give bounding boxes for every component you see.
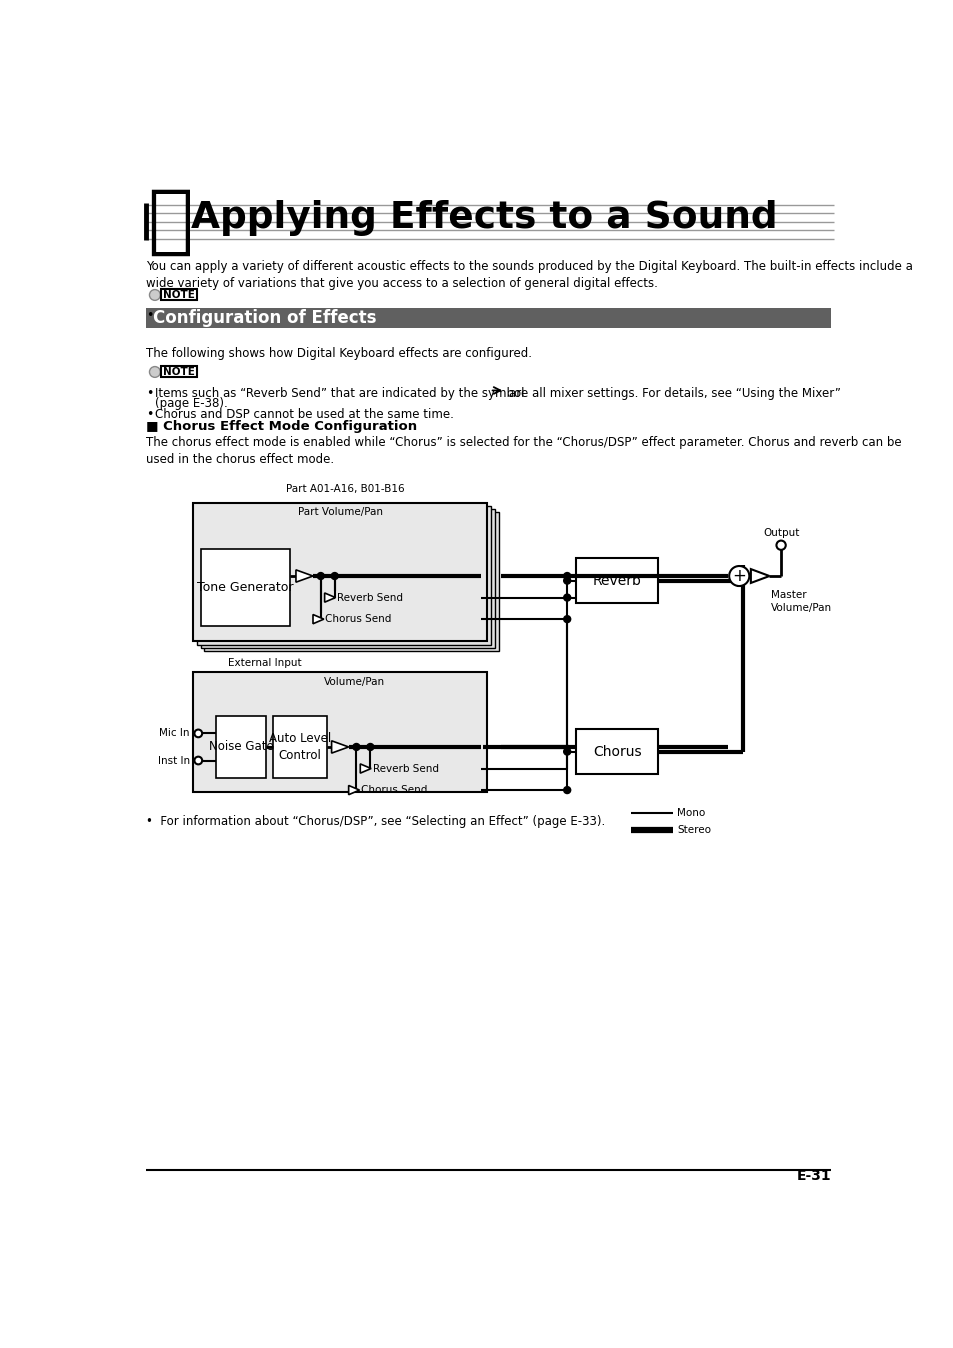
Text: are all mixer settings. For details, see “Using the Mixer”: are all mixer settings. For details, see… <box>509 387 840 399</box>
Text: NOTE: NOTE <box>163 290 194 299</box>
Bar <box>161 288 196 301</box>
Polygon shape <box>750 569 769 582</box>
Circle shape <box>331 573 337 580</box>
Text: Applying Effects to a Sound: Applying Effects to a Sound <box>192 200 777 236</box>
Text: jack and: jack and <box>519 309 577 322</box>
Text: Items such as “Reverb Send” that are indicated by the symbol: Items such as “Reverb Send” that are ind… <box>154 387 524 399</box>
Text: Reverb Send: Reverb Send <box>373 763 438 774</box>
Text: Inst In: Inst In <box>157 755 190 766</box>
Text: Reverb Send: Reverb Send <box>336 593 402 603</box>
Bar <box>146 309 831 328</box>
Bar <box>161 365 196 377</box>
Circle shape <box>150 367 160 377</box>
Text: +: + <box>732 568 745 585</box>
Circle shape <box>563 616 570 623</box>
Polygon shape <box>313 615 323 624</box>
Polygon shape <box>295 570 313 582</box>
Text: Mic In: Mic In <box>159 728 190 739</box>
Circle shape <box>317 573 324 580</box>
Text: The chorus effect mode is enabled while “Chorus” is selected for the “Chorus/DSP: The chorus effect mode is enabled while … <box>146 435 901 466</box>
Text: Mono: Mono <box>677 809 705 818</box>
Text: Chorus Send: Chorus Send <box>325 615 392 624</box>
Text: Tone Generator: Tone Generator <box>196 581 294 594</box>
Bar <box>273 716 327 778</box>
Text: T-5 (INST IN): T-5 (INST IN) <box>455 309 537 322</box>
Text: Chorus: Chorus <box>592 744 640 759</box>
Circle shape <box>194 756 202 764</box>
Bar <box>576 558 658 603</box>
Circle shape <box>563 748 570 755</box>
Text: jack.: jack. <box>623 309 655 322</box>
Text: Volume/Pan: Volume/Pan <box>324 677 385 687</box>
Circle shape <box>776 541 785 550</box>
Text: •  For information about “Chorus/DSP”, see “Selecting an Effect” (page E-33).: • For information about “Chorus/DSP”, se… <box>146 814 605 828</box>
Bar <box>200 549 290 625</box>
Text: •: • <box>146 387 153 399</box>
Text: Noise Gate: Noise Gate <box>209 740 274 754</box>
Text: NOTE: NOTE <box>163 367 194 376</box>
Bar <box>204 512 498 651</box>
Polygon shape <box>348 786 359 795</box>
Text: Chorus Send: Chorus Send <box>360 785 427 795</box>
Text: Output: Output <box>762 527 799 538</box>
Text: External Input: External Input <box>228 658 301 669</box>
Circle shape <box>150 290 160 301</box>
Bar <box>193 673 487 791</box>
Text: The Digital Keyboard also lets you apply effects to input from the: The Digital Keyboard also lets you apply… <box>146 309 543 322</box>
Bar <box>200 510 495 647</box>
Circle shape <box>563 594 570 601</box>
Text: Chorus and DSP cannot be used at the same time.: Chorus and DSP cannot be used at the sam… <box>154 408 454 421</box>
Text: (page E-38).: (page E-38). <box>154 398 228 410</box>
Text: Auto Level
Control: Auto Level Control <box>269 732 331 762</box>
Circle shape <box>353 744 359 751</box>
Circle shape <box>194 729 202 737</box>
Text: ■ Chorus Effect Mode Configuration: ■ Chorus Effect Mode Configuration <box>146 421 417 434</box>
Bar <box>216 716 266 778</box>
Text: 𝄞: 𝄞 <box>147 185 193 259</box>
Circle shape <box>563 787 570 794</box>
Text: •: • <box>146 309 153 322</box>
Text: The following shows how Digital Keyboard effects are configured.: The following shows how Digital Keyboard… <box>146 346 532 360</box>
Bar <box>196 506 491 644</box>
Polygon shape <box>324 593 335 603</box>
Circle shape <box>728 566 748 586</box>
Circle shape <box>563 573 570 580</box>
Bar <box>576 729 658 774</box>
Text: Reverb: Reverb <box>592 574 641 588</box>
Text: Stereo: Stereo <box>677 825 711 836</box>
Polygon shape <box>332 741 348 754</box>
Text: E-31: E-31 <box>796 1169 831 1182</box>
Text: Part A01-A16, B01-B16: Part A01-A16, B01-B16 <box>286 484 404 493</box>
Text: You can apply a variety of different acoustic effects to the sounds produced by : You can apply a variety of different aco… <box>146 260 912 290</box>
Circle shape <box>367 744 374 751</box>
Bar <box>193 503 487 642</box>
Polygon shape <box>360 764 371 774</box>
Text: T-8 (MIC IN): T-8 (MIC IN) <box>563 309 641 322</box>
Text: •: • <box>146 408 153 421</box>
Text: Master
Volume/Pan: Master Volume/Pan <box>770 590 831 613</box>
Text: Part Volume/Pan: Part Volume/Pan <box>297 507 382 518</box>
Text: Configuration of Effects: Configuration of Effects <box>153 309 376 328</box>
Circle shape <box>563 577 570 584</box>
